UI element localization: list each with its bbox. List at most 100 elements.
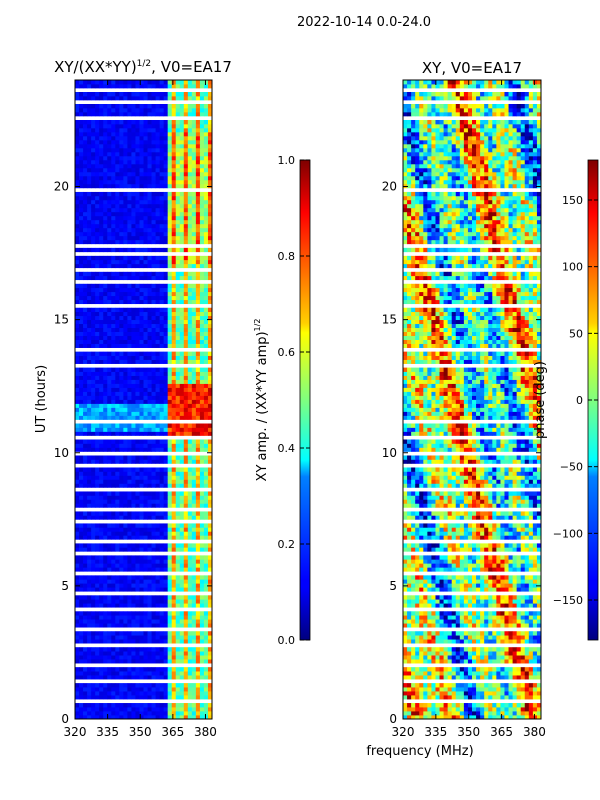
heatmap-cell — [207, 95, 213, 101]
heatmap-cell — [183, 119, 189, 125]
data-gap — [75, 551, 212, 556]
heatmap-cell — [151, 375, 156, 380]
heatmap-row — [75, 359, 213, 364]
heatmap-cell — [155, 375, 161, 380]
heatmap-row — [75, 259, 213, 265]
heatmap-cell — [147, 103, 152, 109]
heatmap-cell — [83, 659, 88, 664]
heatmap-cell — [83, 319, 88, 325]
heatmap-cell — [203, 339, 209, 344]
heatmap-cell — [431, 715, 436, 720]
heatmap-cell — [91, 675, 96, 680]
heatmap-cell — [107, 299, 112, 305]
heatmap-cell — [167, 579, 173, 584]
heatmap-cell — [91, 223, 96, 229]
heatmap-cell — [171, 155, 177, 161]
heatmap-cell — [127, 287, 132, 293]
heatmap-cell — [99, 611, 104, 616]
heatmap-cell — [111, 155, 116, 161]
heatmap-cell — [131, 215, 136, 221]
heatmap-cell — [123, 335, 128, 340]
heatmap-cell — [528, 695, 534, 700]
heatmap-cell — [95, 163, 100, 169]
heatmap-cell — [103, 283, 108, 289]
heatmap-cell — [183, 423, 189, 428]
heatmap-cell — [115, 555, 120, 560]
heatmap-cell — [419, 687, 424, 692]
heatmap-cell — [111, 703, 116, 708]
heatmap-cell — [127, 207, 132, 213]
heatmap-cell — [159, 291, 165, 297]
heatmap-cell — [191, 675, 197, 680]
heatmap-cell — [175, 211, 181, 217]
heatmap-cell — [171, 331, 177, 336]
heatmap-cell — [115, 703, 120, 708]
heatmap-cell — [99, 527, 104, 532]
heatmap-cell — [131, 499, 136, 504]
heatmap-cell — [199, 147, 205, 153]
heatmap-cell — [107, 331, 112, 336]
heatmap-cell — [179, 467, 185, 472]
heatmap-cell — [187, 567, 193, 572]
heatmap-cell — [151, 595, 156, 600]
heatmap-cell — [99, 691, 104, 696]
heatmap-cell — [103, 175, 108, 181]
heatmap-cell — [87, 599, 92, 604]
heatmap-cell — [187, 95, 193, 101]
heatmap-cell — [179, 611, 185, 616]
heatmap-cell — [127, 80, 132, 85]
heatmap-cell — [91, 559, 96, 564]
heatmap-cell — [447, 687, 453, 692]
heatmap-cell — [492, 711, 497, 716]
heatmap-cell — [99, 191, 104, 197]
heatmap-cell — [79, 295, 84, 301]
heatmap-cell — [191, 431, 197, 436]
heatmap-cell — [123, 511, 128, 516]
heatmap-cell — [103, 311, 108, 317]
heatmap-cell — [139, 155, 144, 161]
heatmap-cell — [203, 687, 209, 692]
heatmap-cell — [131, 255, 136, 261]
heatmap-cell — [151, 603, 156, 608]
heatmap-cell — [199, 455, 205, 460]
heatmap-cell — [151, 535, 156, 540]
heatmap-cell — [476, 711, 481, 716]
heatmap-cell — [175, 131, 181, 137]
heatmap-cell — [159, 479, 165, 484]
heatmap-row — [75, 83, 213, 89]
heatmap-cell — [439, 703, 444, 708]
heatmap-cell — [203, 647, 209, 652]
heatmap-cell — [195, 339, 201, 344]
heatmap-cell — [532, 687, 538, 692]
heatmap-cell — [139, 223, 144, 229]
heatmap-cell — [87, 447, 92, 452]
heatmap-cell — [187, 659, 193, 664]
heatmap-cell — [195, 323, 201, 329]
heatmap-cell — [163, 215, 169, 221]
heatmap-cell — [155, 415, 161, 420]
heatmap-cell — [139, 543, 144, 548]
heatmap-cell — [95, 387, 100, 392]
heatmap-cell — [195, 335, 201, 340]
heatmap-cell — [99, 491, 104, 496]
heatmap-cell — [163, 471, 169, 476]
heatmap-cell — [123, 271, 128, 277]
heatmap-cell — [179, 95, 185, 101]
heatmap-cell — [155, 407, 161, 412]
heatmap-cell — [123, 195, 128, 201]
heatmap-cell — [99, 495, 104, 500]
heatmap-cell — [139, 599, 144, 604]
heatmap-cell — [111, 80, 116, 85]
heatmap-cell — [207, 171, 213, 177]
heatmap-cell — [171, 511, 177, 516]
heatmap-row — [75, 443, 213, 448]
heatmap-cell — [99, 543, 104, 548]
heatmap-cell — [115, 167, 120, 173]
heatmap-cell — [135, 691, 140, 696]
heatmap-cell — [143, 427, 148, 432]
heatmap-cell — [203, 247, 209, 253]
heatmap-row — [75, 131, 213, 137]
heatmap-cell — [207, 359, 213, 364]
heatmap-cell — [183, 139, 189, 145]
heatmap-cell — [207, 111, 213, 117]
